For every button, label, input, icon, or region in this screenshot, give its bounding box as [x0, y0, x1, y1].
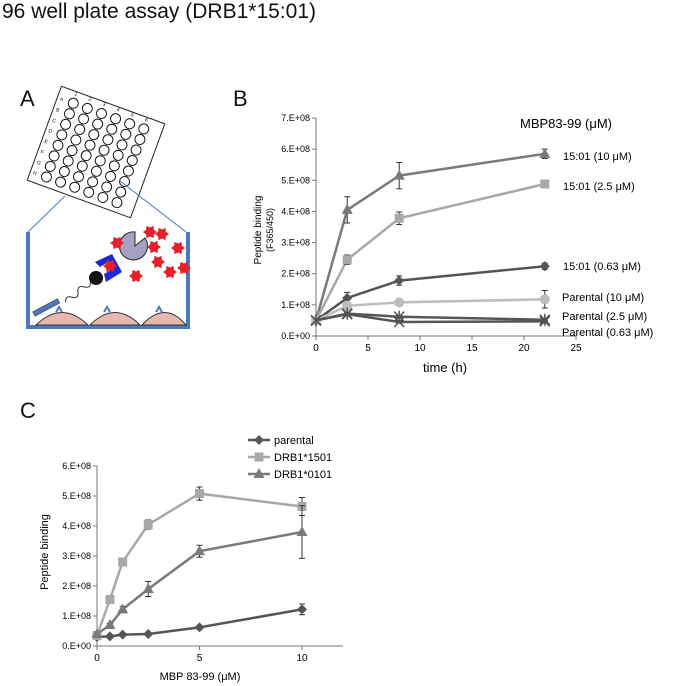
- y-axis-title: Peptide binding: [39, 514, 51, 590]
- x-axis-title: MBP 83-99 (μM): [160, 671, 241, 683]
- data-point-marker: [118, 558, 127, 567]
- y-tick-label: 1.E+08: [62, 611, 91, 621]
- data-point-marker: [195, 489, 204, 498]
- x-tick-label: 0: [94, 653, 100, 664]
- y-tick-label: 5.E+08: [62, 491, 91, 501]
- x-tick-label: 5: [197, 653, 203, 664]
- data-point-marker: [297, 526, 308, 536]
- data-point-marker: [143, 583, 154, 593]
- data-point-marker: [144, 520, 153, 529]
- legend-item: DRB1*1501: [248, 452, 332, 464]
- x-tick-label: 10: [296, 653, 308, 664]
- data-point-marker: [143, 629, 153, 639]
- y-tick-label: 0.E+00: [62, 641, 91, 651]
- data-point-marker: [297, 604, 307, 614]
- series-drb1-1501: [93, 487, 307, 640]
- data-point-marker: [254, 435, 264, 445]
- data-point-marker: [118, 630, 128, 640]
- y-tick-label: 3.E+08: [62, 551, 91, 561]
- data-point-marker: [105, 631, 115, 641]
- data-point-marker: [195, 622, 205, 632]
- legend-item: parental: [248, 435, 314, 447]
- data-point-marker: [105, 595, 114, 604]
- series-drb1-0101: [92, 506, 308, 638]
- legend-item: DRB1*0101: [248, 468, 332, 481]
- y-tick-label: 2.E+08: [62, 581, 91, 591]
- legend-label: parental: [274, 435, 314, 447]
- legend-label: DRB1*0101: [274, 469, 332, 481]
- y-tick-label: 6.E+08: [62, 461, 91, 471]
- legend-label: DRB1*1501: [274, 452, 332, 464]
- data-point-marker: [255, 453, 264, 462]
- y-tick-label: 4.E+08: [62, 521, 91, 531]
